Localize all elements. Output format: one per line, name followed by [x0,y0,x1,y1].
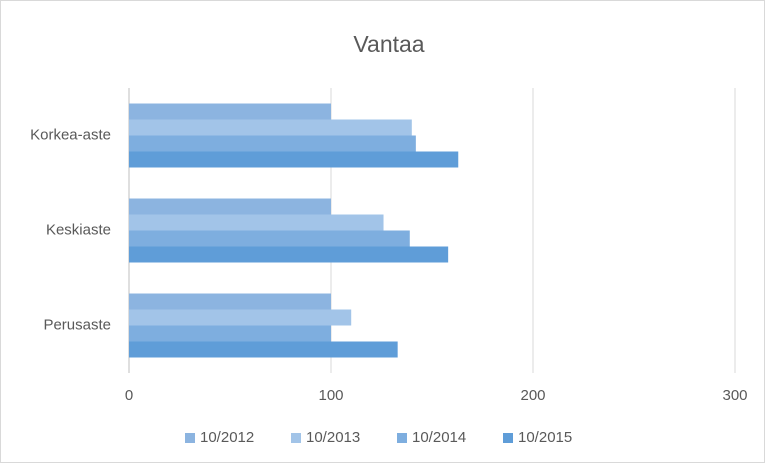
legend-label: 10/2015 [518,429,572,446]
bar [129,309,352,326]
bar [129,341,398,358]
bar [129,230,410,247]
bar [129,119,412,136]
bar [129,293,331,310]
y-tick-label: Korkea-aste [30,126,111,143]
x-tick-label: 200 [520,387,545,404]
x-tick-label: 100 [318,387,343,404]
bar [129,135,416,152]
legend-label: 10/2014 [412,429,466,446]
bar [129,325,331,342]
x-tick-label: 300 [722,387,747,404]
x-tick-label: 0 [125,387,133,404]
legend-swatch [503,433,513,443]
legend-swatch [185,433,195,443]
chart-title: Vantaa [353,31,424,57]
legend-label: 10/2012 [200,429,254,446]
bar [129,151,459,168]
legend-label: 10/2013 [306,429,360,446]
bar [129,103,331,120]
y-tick-label: Perusaste [43,316,111,333]
bar [129,214,384,231]
legend-swatch [397,433,407,443]
bar [129,246,449,263]
legend-swatch [291,433,301,443]
bar [129,198,331,215]
y-tick-label: Keskiaste [46,221,111,238]
